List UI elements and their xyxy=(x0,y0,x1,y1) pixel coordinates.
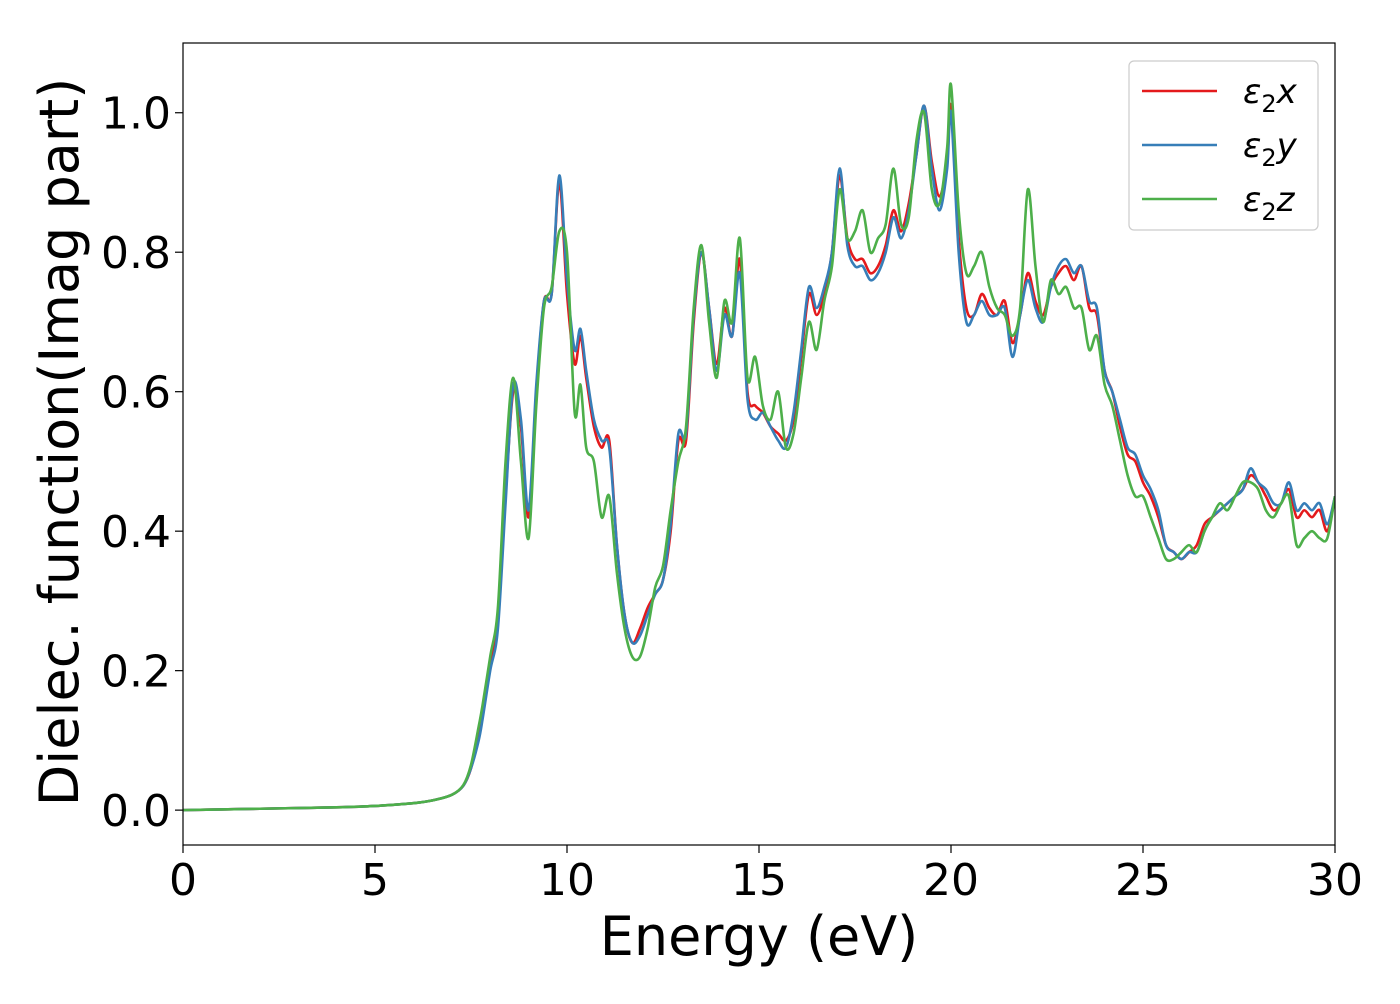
legend-label-var: x xyxy=(1276,72,1298,112)
series-layer xyxy=(183,82,1335,812)
x-tick-label: 0 xyxy=(169,855,197,906)
y-tick-label: 0.8 xyxy=(101,228,171,279)
legend-box xyxy=(1128,60,1319,231)
legend-label-x: ε2x xyxy=(1243,72,1298,118)
legend-label-base: ε xyxy=(1243,180,1261,220)
legend-label-sub: 2 xyxy=(1261,144,1276,172)
series-line-z xyxy=(183,82,1335,812)
legend-label-base: ε xyxy=(1243,72,1261,112)
x-tick-label: 10 xyxy=(539,855,595,906)
y-tick-label: 0.4 xyxy=(101,507,171,558)
x-tick-label: 15 xyxy=(731,855,787,906)
legend-label-y: ε2y xyxy=(1243,126,1298,172)
y-axis-label: Dielec. function(Imag part) xyxy=(28,78,91,807)
y-tick-label: 0.0 xyxy=(101,786,171,837)
x-tick-label: 20 xyxy=(923,855,979,906)
legend-label-sub: 2 xyxy=(1261,198,1276,226)
legend-label-base: ε xyxy=(1243,126,1261,166)
legend-label-var: y xyxy=(1276,126,1298,166)
legend-label-sub: 2 xyxy=(1261,90,1276,118)
legend-label-z: ε2z xyxy=(1243,180,1296,226)
x-tick-label: 30 xyxy=(1307,855,1363,906)
x-tick-label: 5 xyxy=(361,855,389,906)
x-axis-ticks: 0 5 10 15 20 25 30 xyxy=(169,845,1363,906)
y-tick-label: 0.6 xyxy=(101,368,171,419)
y-axis-ticks: 0.0 0.2 0.4 0.6 0.8 1.0 xyxy=(101,89,183,837)
x-tick-label: 25 xyxy=(1115,855,1171,906)
x-axis-label: Energy (eV) xyxy=(600,905,919,968)
y-tick-label: 0.2 xyxy=(101,647,171,698)
legend-label-var: z xyxy=(1276,180,1296,220)
y-tick-label: 1.0 xyxy=(101,89,171,140)
